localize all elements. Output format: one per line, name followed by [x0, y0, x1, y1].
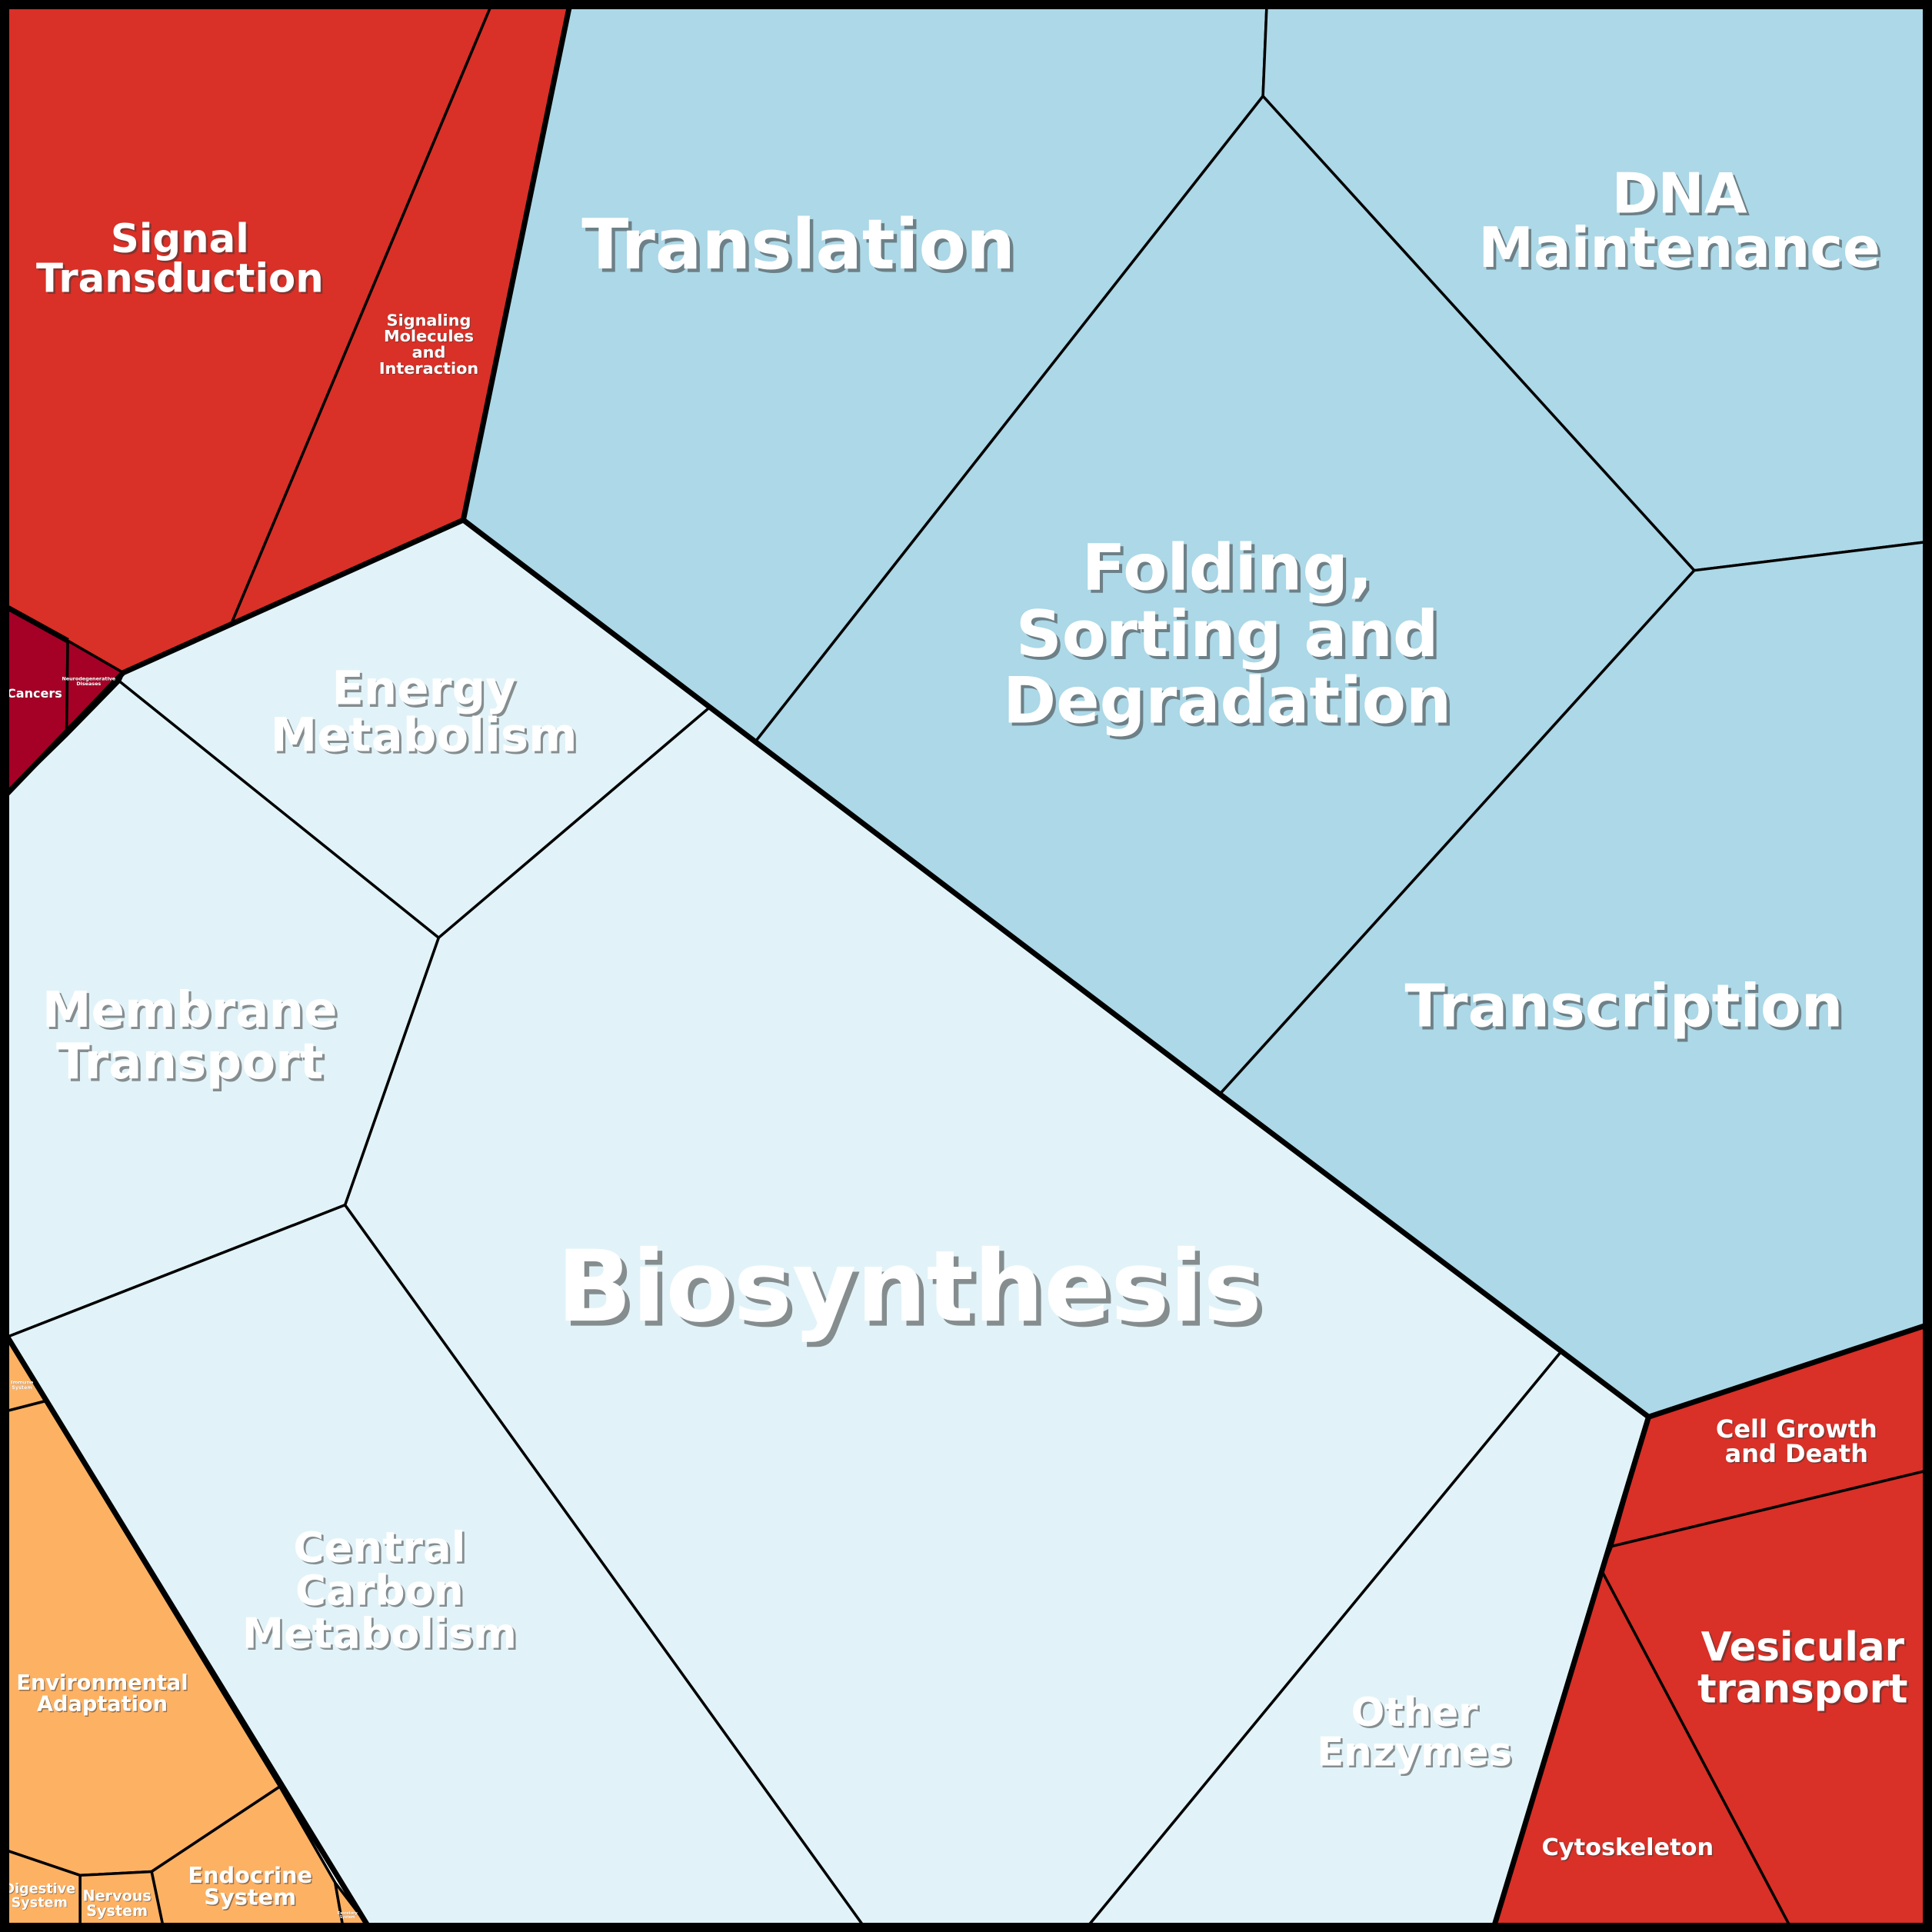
label-endocrine-system: Endocrine System	[188, 1862, 312, 1910]
label-translation: Translation	[581, 206, 1015, 286]
group-boundary	[5, 6, 572, 796]
label-shadow-vesicular-transport: Vesicular transport	[1700, 1627, 1910, 1715]
label-cancers: Cancers	[7, 685, 62, 700]
label-dna-maintenance: DNA Maintenance	[1478, 162, 1880, 281]
label-central-carbon-metabolism: Central Carbon Metabolism	[242, 1523, 517, 1658]
group-outlines	[5, 6, 1926, 1927]
label-shadow-signaling-molecules: Signaling Molecules and Interaction	[380, 311, 479, 378]
group-boundary	[5, 1335, 370, 1927]
label-shadow-cancers: Cancers	[8, 686, 63, 701]
label-shadow-excretory-system: Excretory System	[338, 1911, 358, 1920]
label-shadow-other-enzymes: Other Enzymes	[1319, 1692, 1514, 1777]
label-shadow-endocrine-system: Endocrine System	[189, 1863, 314, 1911]
label-shadow-membrane-transport: Membrane Transport	[45, 984, 340, 1093]
label-shadow-dna-maintenance: DNA Maintenance	[1481, 165, 1884, 284]
label-membrane-transport: Membrane Transport	[42, 981, 338, 1090]
cells-layer	[5, 5, 1927, 1927]
group-boundary	[461, 518, 1926, 1420]
group-boundary	[5, 605, 69, 644]
label-folding-sorting-degradation: Folding, Sorting and Degradation	[1003, 530, 1451, 738]
label-energy-metabolism: Energy Metabolism	[271, 661, 578, 762]
cell-neurodegenerative	[65, 639, 125, 738]
label-vesicular-transport: Vesicular transport	[1697, 1624, 1907, 1713]
label-shadow-environmental-adaptation: Environmental Adaptation	[18, 1672, 189, 1717]
label-shadow-transcription: Transcription	[1407, 975, 1846, 1044]
label-cytoskeleton: Cytoskeleton	[1541, 1834, 1714, 1861]
label-other-enzymes: Other Enzymes	[1317, 1690, 1512, 1775]
label-shadow-central-carbon-metabolism: Central Carbon Metabolism	[245, 1524, 519, 1660]
group-boundary	[1491, 1416, 1651, 1926]
label-environmental-adaptation: Environmental Adaptation	[16, 1671, 188, 1716]
label-signaling-molecules: Signaling Molecules and Interaction	[379, 311, 478, 378]
label-immune-system: Immune System	[11, 1380, 34, 1391]
label-cell-growth-death: Cell Growth and Death	[1716, 1414, 1877, 1468]
label-signal-transduction: Signal Transduction	[36, 216, 324, 301]
label-digestive-system: Digestive System	[4, 1882, 76, 1911]
label-shadow-digestive-system: Digestive System	[4, 1883, 76, 1912]
label-shadow-cytoskeleton: Cytoskeleton	[1543, 1835, 1715, 1862]
label-shadow-biosynthesis: Biosynthesis	[561, 1235, 1267, 1350]
label-shadow-cell-growth-death: Cell Growth and Death	[1717, 1416, 1878, 1470]
label-biosynthesis: Biosynthesis	[557, 1230, 1262, 1344]
label-shadow-immune-system: Immune System	[12, 1380, 35, 1391]
label-shadow-folding-sorting-degradation: Folding, Sorting and Degradation	[1006, 533, 1454, 741]
label-shadow-signal-transduction: Signal Transduction	[38, 218, 326, 304]
label-neurodegenerative: Neurodegenerative Diseases	[62, 676, 115, 687]
label-nervous-system: Nervous System	[83, 1887, 152, 1919]
label-shadow-neurodegenerative: Neurodegenerative Diseases	[62, 676, 116, 688]
label-transcription: Transcription	[1405, 973, 1844, 1041]
label-shadow-translation: Translation	[585, 209, 1019, 289]
label-shadow-energy-metabolism: Energy Metabolism	[273, 663, 580, 764]
label-excretory-system: Excretory System	[338, 1911, 358, 1920]
label-shadow-nervous-system: Nervous System	[84, 1887, 152, 1920]
